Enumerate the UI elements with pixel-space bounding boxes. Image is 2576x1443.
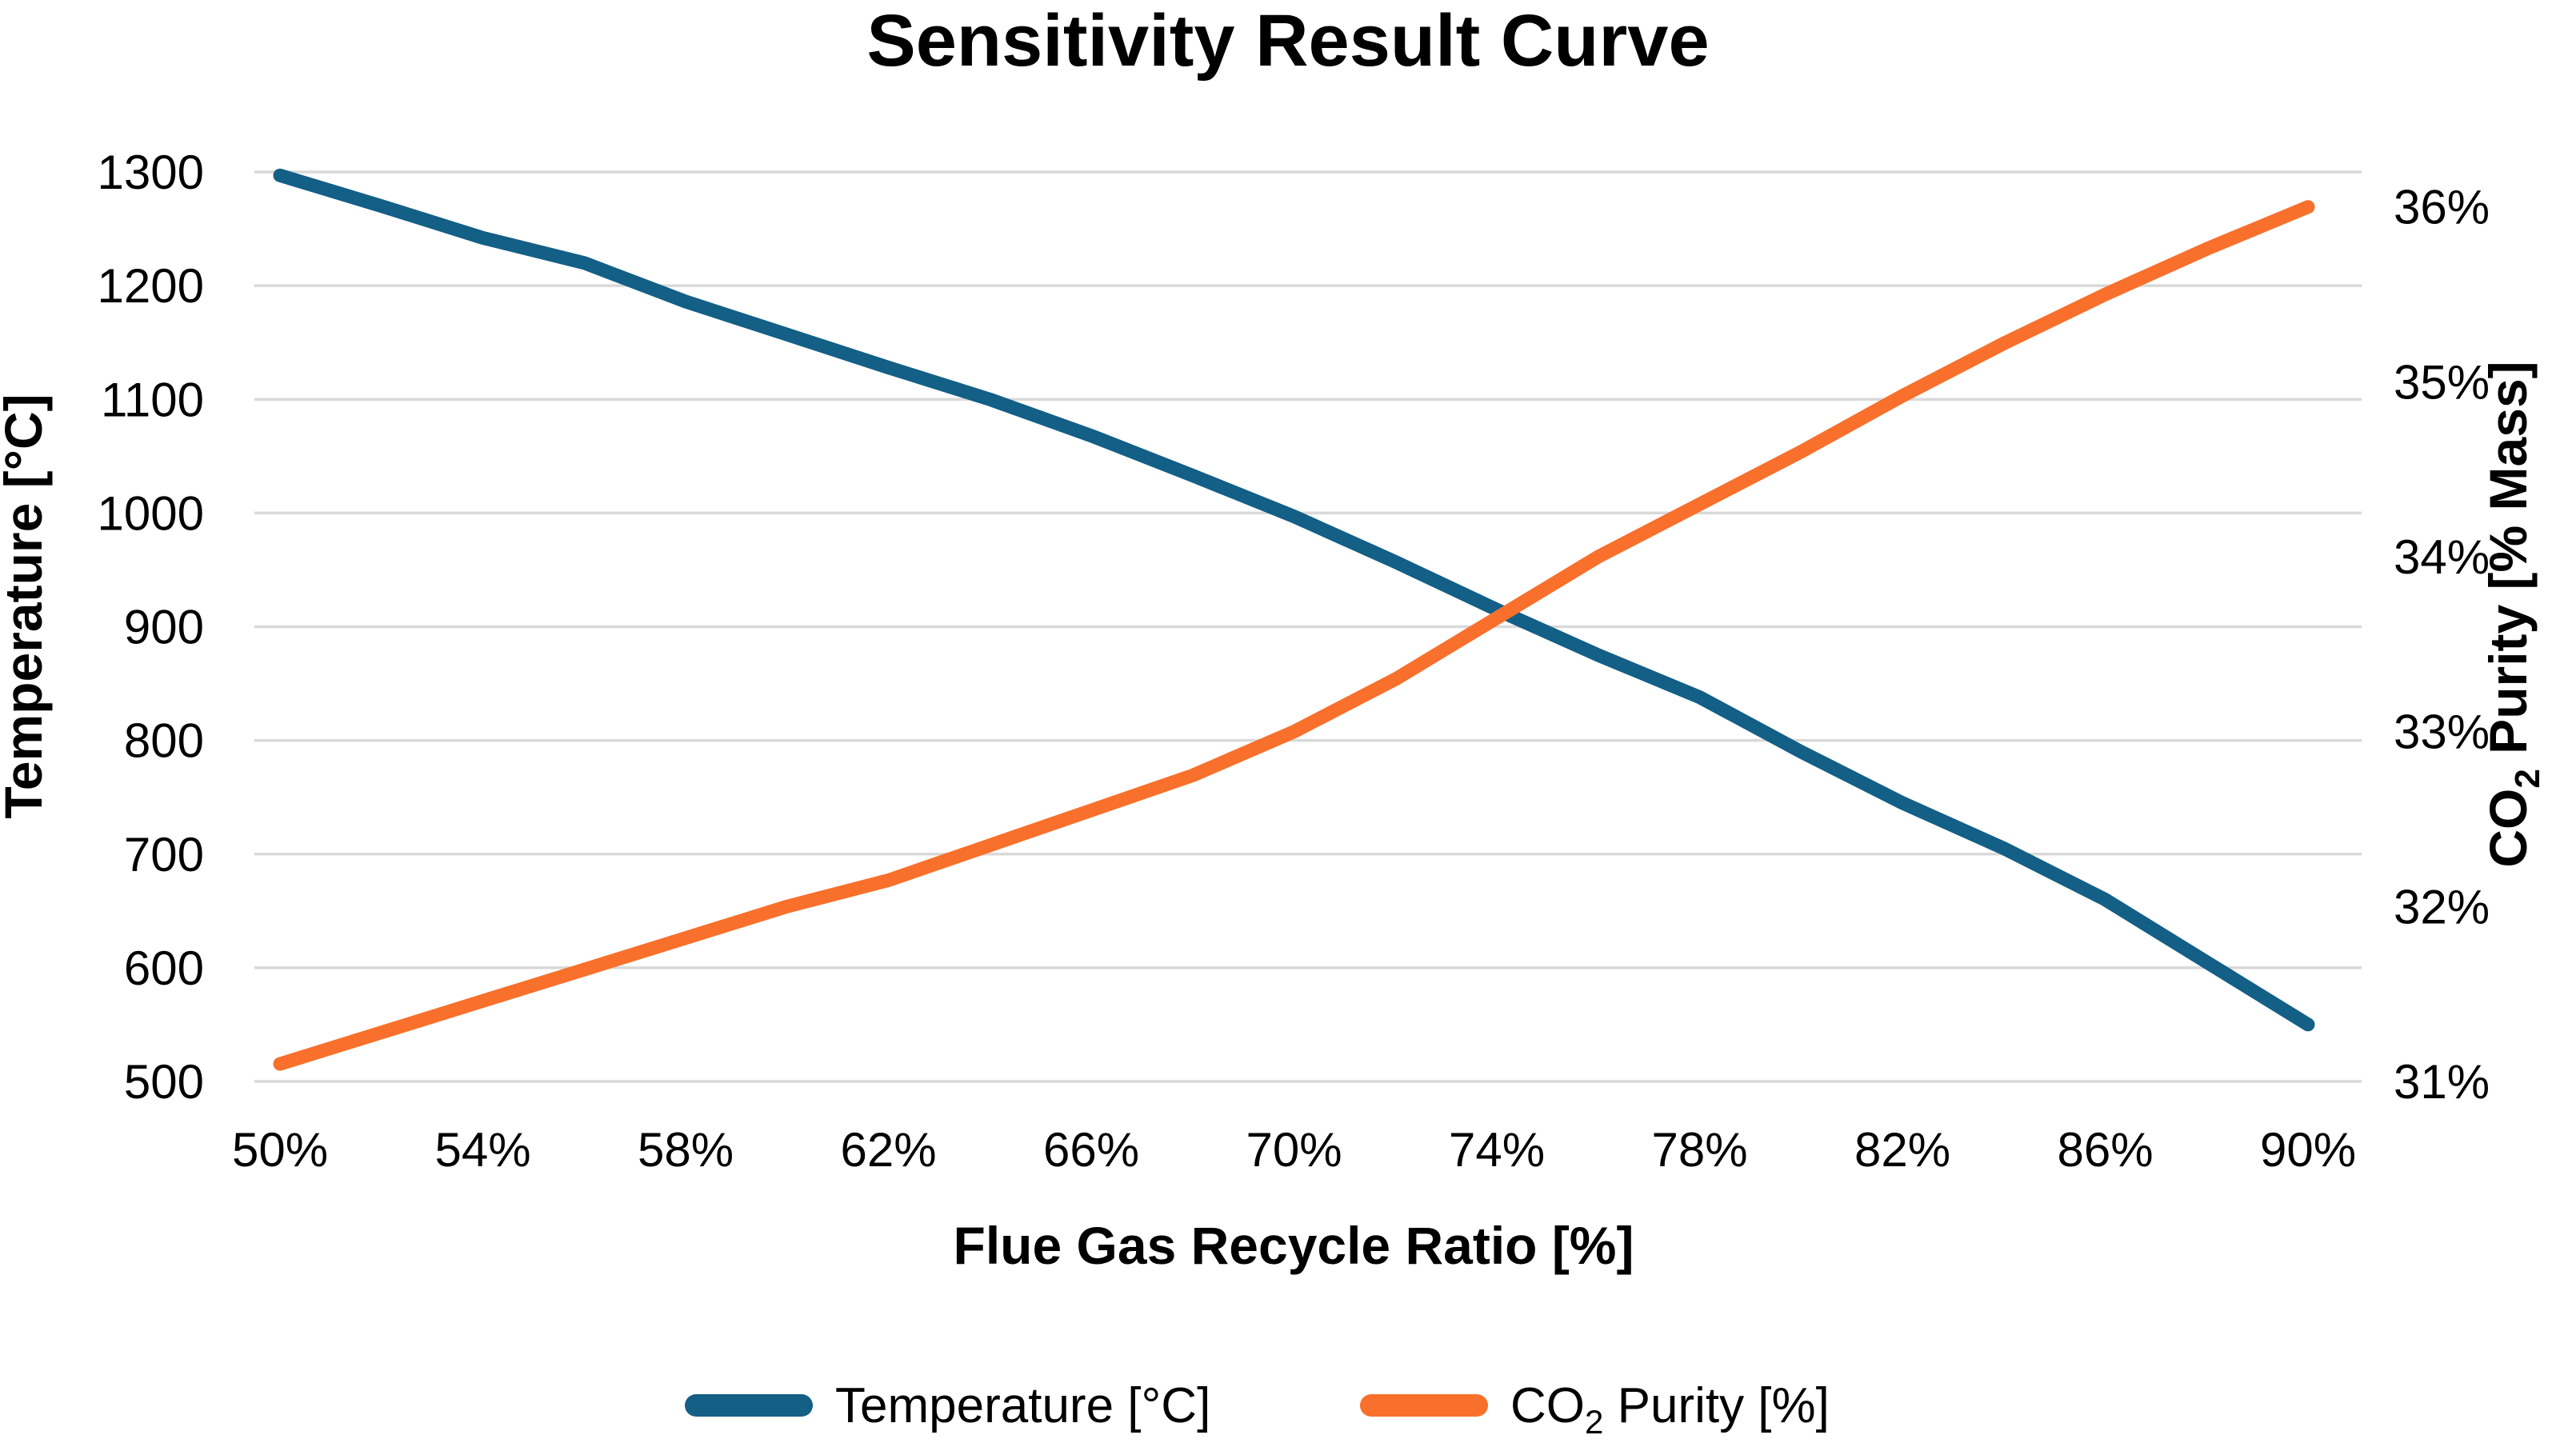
chart-title: Sensitivity Result Curve bbox=[866, 0, 1709, 82]
y-left-tick-label: 600 bbox=[124, 941, 204, 995]
legend-co2-label-subscript: 2 bbox=[1585, 1403, 1603, 1439]
x-axis-tick-labels: 50% 54% 58% 62% 66% 70% 74% 78% 82% 86% 90% bbox=[232, 1123, 2356, 1177]
y-left-tick-label: 900 bbox=[124, 601, 204, 654]
x-tick-label: 50% bbox=[232, 1123, 328, 1177]
x-tick-label: 74% bbox=[1449, 1123, 1545, 1177]
y-right-tick-label: 34% bbox=[2394, 530, 2490, 584]
y-axis-left-tick-labels: 1300 1200 1100 1000 900 800 700 600 500 bbox=[98, 146, 204, 1109]
x-tick-label: 66% bbox=[1043, 1123, 1139, 1177]
legend-temperature-label: Temperature [°C] bbox=[835, 1378, 1210, 1433]
x-tick-label: 82% bbox=[1854, 1123, 1950, 1177]
y-axis-left-title: Temperature [°C] bbox=[0, 394, 53, 818]
y-right-tick-label: 35% bbox=[2394, 355, 2490, 409]
legend-co2-swatch bbox=[1360, 1394, 1488, 1417]
legend-co2-label-suffix: Purity [%] bbox=[1603, 1378, 1830, 1433]
x-tick-label: 78% bbox=[1651, 1123, 1747, 1177]
x-tick-label: 86% bbox=[2057, 1123, 2153, 1177]
y-left-tick-label: 1000 bbox=[98, 486, 204, 540]
x-tick-label: 54% bbox=[434, 1123, 530, 1177]
x-tick-label: 62% bbox=[840, 1123, 936, 1177]
x-tick-label: 58% bbox=[638, 1123, 734, 1177]
y-left-tick-label: 1300 bbox=[98, 146, 204, 199]
x-tick-label: 70% bbox=[1246, 1123, 1342, 1177]
legend: Temperature [°C] CO2 Purity [%] bbox=[685, 1378, 1830, 1441]
y-axis-right-tick-labels: 36% 35% 34% 33% 32% 31% bbox=[2394, 181, 2490, 1109]
y-axis-right-title-prefix: CO bbox=[2478, 789, 2538, 868]
y-left-tick-label: 1200 bbox=[98, 259, 204, 313]
y-axis-right-title: CO2 Purity [% Mass] bbox=[2478, 361, 2547, 867]
y-left-tick-label: 800 bbox=[124, 714, 204, 768]
x-axis-title: Flue Gas Recycle Ratio [%] bbox=[954, 1216, 1634, 1275]
legend-co2-label-prefix: CO bbox=[1510, 1378, 1585, 1433]
legend-temperature-swatch bbox=[685, 1394, 813, 1417]
y-axis-right-title-subscript: 2 bbox=[2508, 769, 2547, 788]
data-series-lines bbox=[273, 168, 2315, 1071]
x-tick-label: 90% bbox=[2260, 1123, 2356, 1177]
y-right-tick-label: 32% bbox=[2394, 880, 2490, 933]
y-axis-right-title-suffix: Purity [% Mass] bbox=[2478, 361, 2538, 769]
y-left-tick-label: 700 bbox=[124, 828, 204, 881]
gridlines bbox=[254, 170, 2362, 1083]
co2-purity-line bbox=[273, 200, 2315, 1071]
y-right-tick-label: 36% bbox=[2394, 181, 2490, 234]
y-left-tick-label: 500 bbox=[124, 1055, 204, 1109]
legend-co2-label: CO2 Purity [%] bbox=[1510, 1378, 1830, 1439]
temperature-line bbox=[273, 168, 2315, 1032]
y-right-tick-label: 31% bbox=[2394, 1055, 2490, 1109]
y-right-tick-label: 33% bbox=[2394, 706, 2490, 759]
y-left-tick-label: 1100 bbox=[101, 373, 204, 426]
